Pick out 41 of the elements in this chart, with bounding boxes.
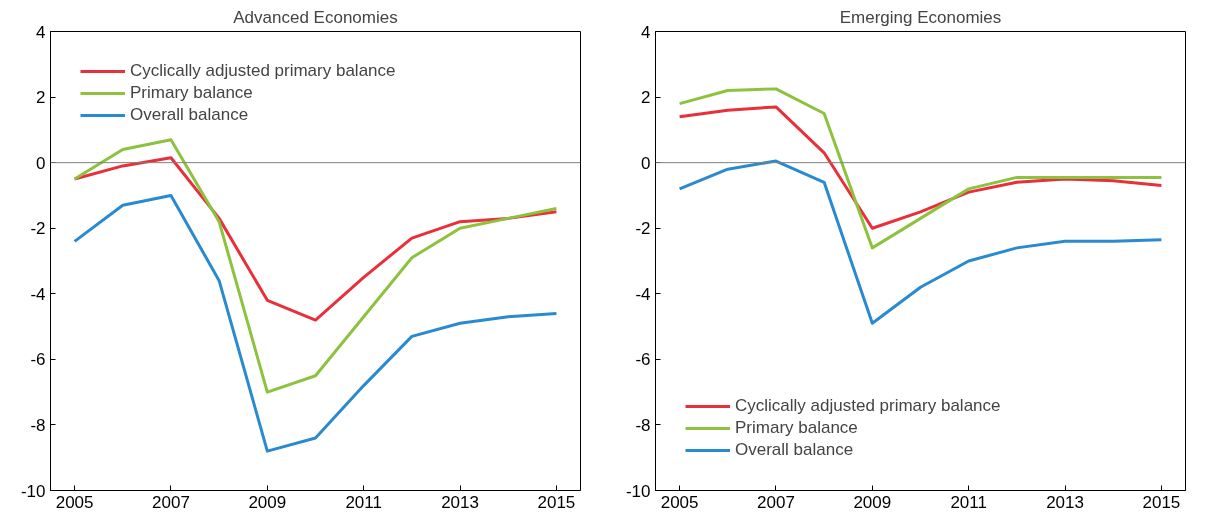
legend-label: Cyclically adjusted primary balance bbox=[130, 61, 396, 81]
y-tick-label: 4 bbox=[36, 22, 46, 42]
y-tick-label: 0 bbox=[36, 153, 46, 173]
y-tick-label: -4 bbox=[635, 284, 651, 304]
x-tick-label: 2013 bbox=[1046, 492, 1084, 512]
line-series bbox=[678, 159, 1163, 325]
x-tick-label: 2009 bbox=[853, 492, 892, 512]
y-tick-label: -10 bbox=[625, 481, 651, 501]
x-tick-label: 2013 bbox=[441, 492, 479, 512]
chart-title: Emerging Economies bbox=[839, 7, 1002, 27]
line-series bbox=[678, 105, 1163, 230]
y-tick-label: 4 bbox=[641, 22, 651, 42]
legend-label: Cyclically adjusted primary balance bbox=[735, 396, 1001, 416]
x-tick-label: 2015 bbox=[1142, 492, 1181, 512]
y-tick-label: -6 bbox=[635, 350, 651, 370]
legend-label: Primary balance bbox=[735, 418, 858, 438]
y-tick-label: 0 bbox=[641, 153, 651, 173]
legend-label: Overall balance bbox=[735, 440, 854, 460]
line-series bbox=[678, 87, 1163, 250]
y-tick-label: -2 bbox=[635, 219, 651, 239]
chart-title: Advanced Economies bbox=[233, 7, 398, 27]
y-tick-label: 2 bbox=[36, 88, 46, 108]
y-tick-label: -6 bbox=[30, 350, 46, 370]
legend-label: Overall balance bbox=[130, 105, 249, 125]
y-tick-label: 2 bbox=[641, 88, 651, 108]
x-tick-label: 2015 bbox=[537, 492, 576, 512]
y-tick-label: -2 bbox=[30, 219, 46, 239]
x-tick-label: 2011 bbox=[345, 492, 382, 512]
x-tick-label: 2011 bbox=[950, 492, 987, 512]
line-series bbox=[73, 193, 558, 453]
x-tick-label: 2005 bbox=[55, 492, 94, 512]
x-tick-label: 2005 bbox=[660, 492, 699, 512]
y-tick-label: -4 bbox=[30, 284, 46, 304]
x-tick-label: 2009 bbox=[248, 492, 287, 512]
x-tick-label: 2007 bbox=[152, 492, 190, 512]
line-series bbox=[73, 138, 558, 394]
y-tick-label: -8 bbox=[30, 415, 46, 435]
y-tick-label: -10 bbox=[20, 481, 46, 501]
legend-label: Primary balance bbox=[130, 83, 253, 103]
x-tick-label: 2007 bbox=[757, 492, 795, 512]
y-tick-label: -8 bbox=[635, 415, 651, 435]
